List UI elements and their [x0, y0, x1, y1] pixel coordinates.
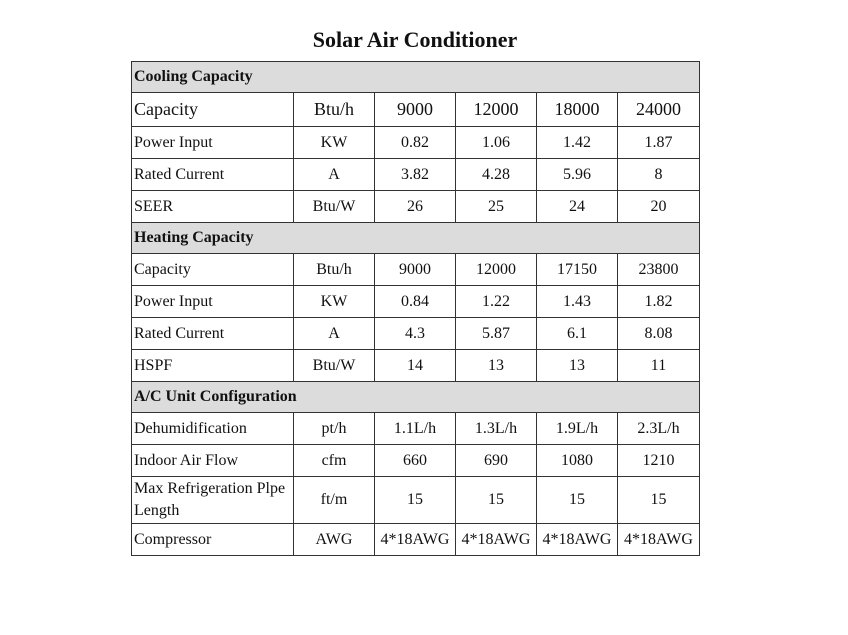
table-row: Power Input KW 0.84 1.22 1.43 1.82	[131, 285, 701, 318]
table-cell: 5.87	[455, 317, 537, 350]
table-cell: 690	[455, 444, 537, 477]
table-cell: 3.82	[374, 158, 456, 191]
table-row: Dehumidification pt/h 1.1L/h 1.3L/h 1.9L…	[131, 412, 701, 445]
table-cell: 5.96	[536, 158, 618, 191]
table-cell: 8.08	[616, 317, 701, 350]
row-unit: Btu/h	[293, 92, 375, 127]
table-cell: 8	[616, 158, 701, 191]
table-cell: 6.1	[536, 317, 618, 350]
table-cell: 26	[374, 190, 456, 223]
table-cell: 2.3L/h	[616, 412, 701, 445]
table-cell: 23800	[616, 253, 701, 286]
row-label: SEER	[131, 190, 294, 223]
table-cell: 13	[455, 349, 537, 382]
row-label: HSPF	[131, 349, 294, 382]
row-unit: Btu/h	[293, 253, 375, 286]
table-row: Max Refrigeration Plpe Length ft/m 15 15…	[131, 476, 701, 524]
table-cell: 1.82	[616, 285, 701, 318]
table-cell: 1.9L/h	[536, 412, 618, 445]
table-cell: 12000	[455, 253, 537, 286]
table-cell: 0.84	[374, 285, 456, 318]
table-cell: 1.42	[536, 126, 618, 159]
table-row: Indoor Air Flow cfm 660 690 1080 1210	[131, 444, 701, 477]
table-cell: 12000	[455, 92, 537, 127]
table-cell: 11	[616, 349, 701, 382]
table-cell: 25	[455, 190, 537, 223]
table-cell: 17150	[536, 253, 618, 286]
table-row: Rated Current A 3.82 4.28 5.96 8	[131, 158, 701, 191]
row-label: Capacity	[131, 253, 294, 286]
table-cell: 1.06	[455, 126, 537, 159]
section-header-row: A/C Unit Configuration	[130, 381, 701, 413]
table-cell: 9000	[374, 92, 456, 127]
table-row: Capacity Btu/h 9000 12000 18000 24000	[131, 92, 701, 127]
table-cell: 4*18AWG	[374, 523, 456, 556]
row-unit: cfm	[293, 444, 375, 477]
section-header-row: Cooling Capacity	[130, 61, 701, 93]
table-row: Rated Current A 4.3 5.87 6.1 8.08	[131, 317, 701, 350]
row-label: Rated Current	[131, 158, 294, 191]
row-label: Power Input	[131, 126, 294, 159]
table-cell: 15	[536, 476, 618, 524]
table-cell: 4*18AWG	[616, 523, 701, 556]
section-header-row: Heating Capacity	[130, 222, 701, 254]
table-cell: 24	[536, 190, 618, 223]
row-label: Dehumidification	[131, 412, 294, 445]
table-cell: 4*18AWG	[455, 523, 537, 556]
table-row: Compressor AWG 4*18AWG 4*18AWG 4*18AWG 4…	[131, 523, 701, 556]
table-cell: 9000	[374, 253, 456, 286]
row-unit: KW	[293, 285, 375, 318]
table-cell: 1.87	[616, 126, 701, 159]
table-cell: 0.82	[374, 126, 456, 159]
row-unit: ft/m	[293, 476, 375, 524]
row-unit: AWG	[293, 523, 375, 556]
row-unit: pt/h	[293, 412, 375, 445]
table-cell: 15	[616, 476, 701, 524]
section-title-heating: Heating Capacity	[130, 222, 701, 254]
row-label: Capacity	[131, 92, 294, 127]
table-cell: 660	[374, 444, 456, 477]
table-cell: 4.3	[374, 317, 456, 350]
row-unit: KW	[293, 126, 375, 159]
table-cell: 1210	[616, 444, 701, 477]
row-label: Compressor	[131, 523, 294, 556]
spec-table: Cooling Capacity Capacity Btu/h 9000 120…	[130, 61, 701, 556]
row-label: Max Refrigeration Plpe Length	[131, 476, 294, 524]
table-row: SEER Btu/W 26 25 24 20	[131, 190, 701, 223]
table-cell: 1.1L/h	[374, 412, 456, 445]
table-row: Capacity Btu/h 9000 12000 17150 23800	[131, 253, 701, 286]
table-cell: 4*18AWG	[536, 523, 618, 556]
row-unit: Btu/W	[293, 190, 375, 223]
table-cell: 4.28	[455, 158, 537, 191]
row-label: Power Input	[131, 285, 294, 318]
row-unit: Btu/W	[293, 349, 375, 382]
table-cell: 18000	[536, 92, 618, 127]
table-cell: 15	[455, 476, 537, 524]
row-label: Rated Current	[131, 317, 294, 350]
table-cell: 14	[374, 349, 456, 382]
table-row: Power Input KW 0.82 1.06 1.42 1.87	[131, 126, 701, 159]
section-title-configuration: A/C Unit Configuration	[130, 381, 701, 413]
table-cell: 15	[374, 476, 456, 524]
table-cell: 20	[616, 190, 701, 223]
section-title-cooling: Cooling Capacity	[130, 61, 701, 93]
page-title: Solar Air Conditioner	[312, 27, 518, 52]
table-cell: 1.22	[455, 285, 537, 318]
row-unit: A	[293, 317, 375, 350]
table-cell: 24000	[616, 92, 701, 127]
table-cell: 1080	[536, 444, 618, 477]
table-cell: 1.3L/h	[455, 412, 537, 445]
table-row: HSPF Btu/W 14 13 13 11	[131, 349, 701, 382]
table-cell: 13	[536, 349, 618, 382]
table-cell: 1.43	[536, 285, 618, 318]
row-label: Indoor Air Flow	[131, 444, 294, 477]
row-unit: A	[293, 158, 375, 191]
